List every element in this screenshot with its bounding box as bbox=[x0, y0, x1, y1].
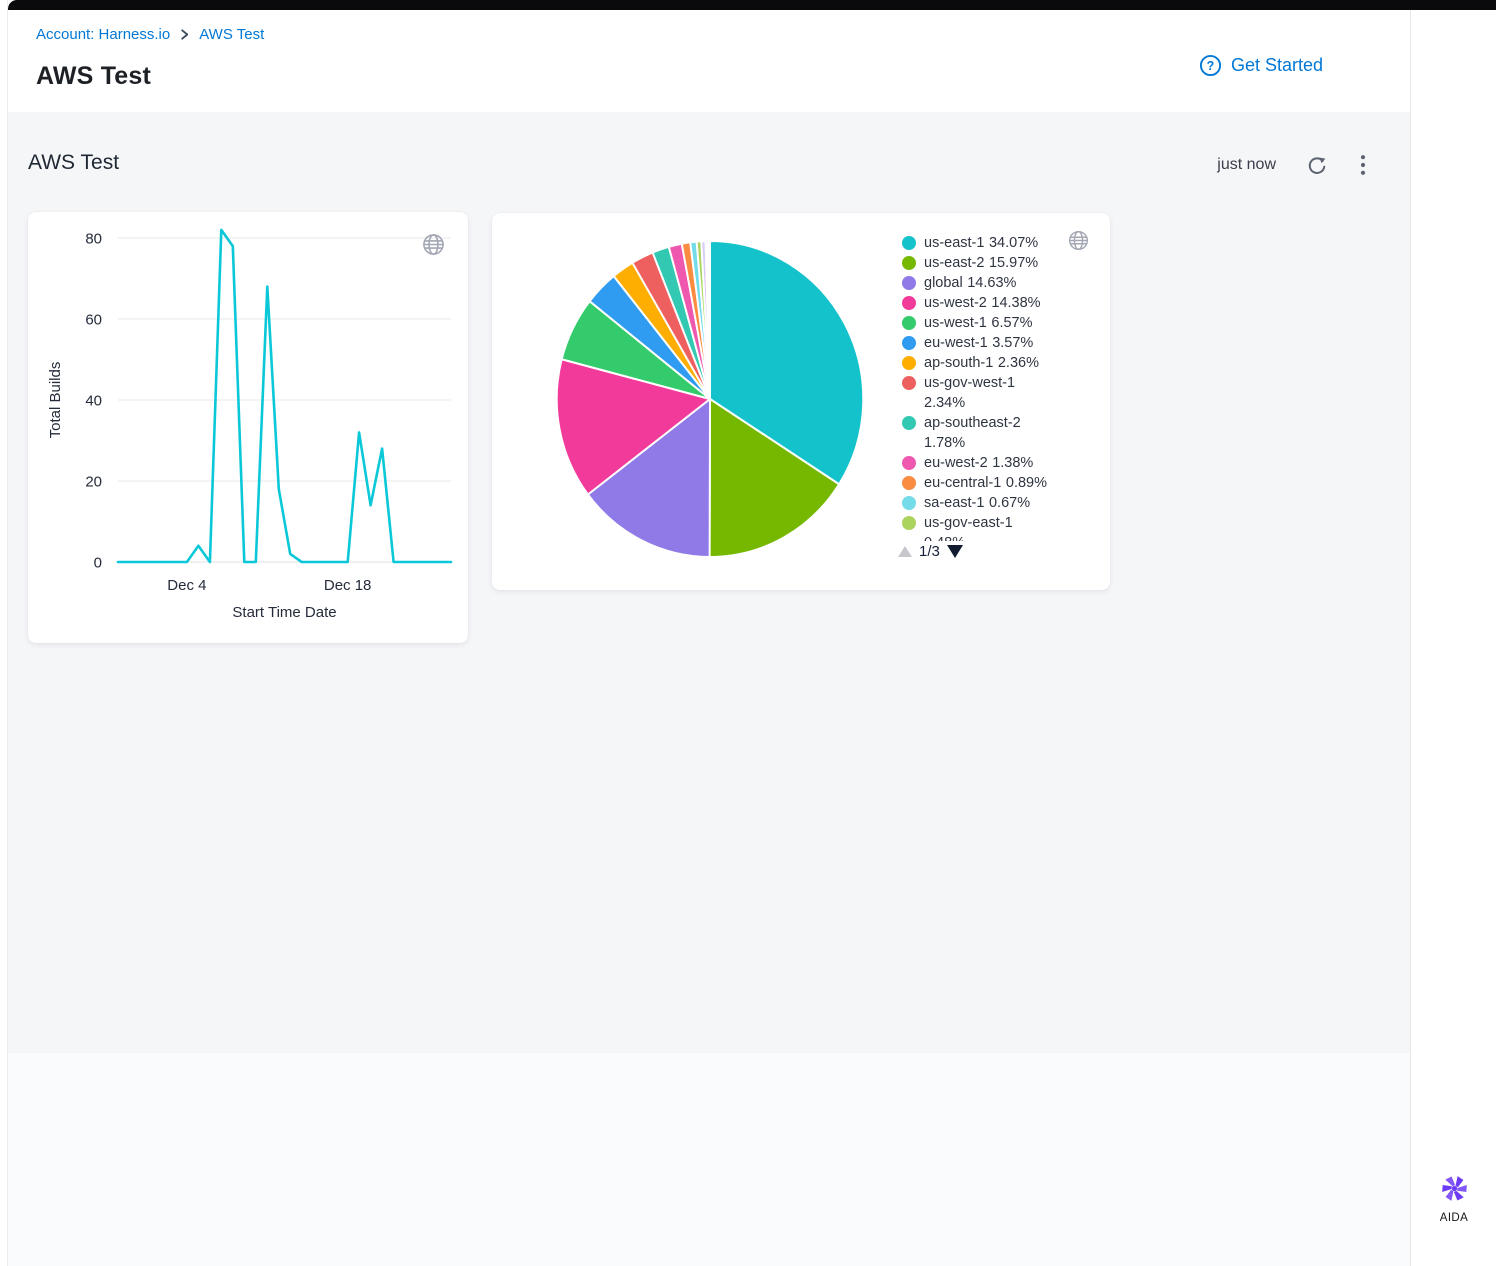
legend-swatch bbox=[902, 276, 916, 290]
pie-chart-card: us-east-1 34.07% us-east-2 15.97% global 1… bbox=[492, 213, 1110, 590]
dashboard-panel: AWS Test just now bbox=[8, 112, 1410, 1053]
legend-swatch bbox=[902, 336, 916, 350]
pie-slice[interactable] bbox=[586, 398, 711, 558]
aida-petal bbox=[1444, 1176, 1455, 1187]
y-tick-label: 80 bbox=[85, 231, 102, 248]
legend-label: ap-southeast-2 1.78% bbox=[924, 415, 1021, 451]
y-tick-label: 20 bbox=[85, 474, 102, 491]
legend-swatch bbox=[902, 376, 916, 390]
legend-label: us-west-2 14.38% bbox=[924, 295, 1041, 311]
legend-swatch bbox=[902, 236, 916, 250]
pie-slice[interactable] bbox=[555, 358, 711, 496]
legend-swatch bbox=[902, 256, 916, 270]
gridlines bbox=[118, 237, 451, 563]
window-top-bar bbox=[8, 0, 1496, 10]
legend-item[interactable]: us-east-1 34.07% bbox=[902, 233, 1054, 253]
total-builds-line bbox=[116, 228, 453, 564]
dashboard-title: AWS Test bbox=[28, 151, 120, 174]
y-axis-title: Total Builds bbox=[47, 362, 64, 439]
globe-icon bbox=[1067, 229, 1090, 257]
aida-label: AIDA bbox=[1439, 1212, 1469, 1224]
legend-item[interactable]: ap-southeast-2 1.78% bbox=[902, 413, 1054, 453]
legend-item[interactable]: us-gov-east-1 0.48% bbox=[902, 513, 1054, 541]
pie-slice[interactable] bbox=[704, 240, 711, 400]
legend-item[interactable]: us-east-2 15.97% bbox=[902, 253, 1054, 273]
legend-label: ap-south-1 2.36% bbox=[924, 355, 1039, 371]
x-axis-title: Start Time Date bbox=[232, 604, 336, 621]
pie-slice[interactable] bbox=[708, 398, 841, 559]
legend-swatch bbox=[902, 356, 916, 370]
legend-item[interactable]: us-west-1 6.57% bbox=[902, 313, 1054, 333]
refresh-icon bbox=[1306, 154, 1328, 176]
x-tick-label: Dec 4 bbox=[167, 577, 206, 594]
aida-petal bbox=[1453, 1190, 1464, 1201]
breadcrumb-chevron-icon bbox=[178, 28, 191, 41]
bottom-panel bbox=[8, 1053, 1410, 1266]
legend-item[interactable]: eu-west-2 1.38% bbox=[902, 453, 1054, 473]
legend-label: us-east-1 34.07% bbox=[924, 235, 1039, 251]
legend-item[interactable]: global 14.63% bbox=[902, 273, 1054, 293]
page-title: AWS Test bbox=[36, 62, 152, 90]
legend-item[interactable]: eu-central-1 0.89% bbox=[902, 473, 1054, 493]
total-builds-line-chart: 0 20 40 60 80 Dec 4 Dec 18 Start Time Date Total… bbox=[47, 228, 453, 621]
aida-widget[interactable]: AIDA bbox=[1425, 1174, 1483, 1224]
legend-item[interactable]: eu-west-1 3.57% bbox=[902, 333, 1054, 353]
refresh-timestamp: just now bbox=[1217, 156, 1276, 173]
y-tick-label: 60 bbox=[85, 312, 102, 329]
legend-label: us-gov-west-1 2.34% bbox=[924, 375, 1016, 411]
pie-legend: us-east-1 34.07% us-east-2 15.97% global 1… bbox=[902, 233, 1054, 541]
legend-pagination: 1/3 bbox=[898, 543, 963, 560]
pagination-page-label: 1/3 bbox=[919, 543, 940, 560]
legend-swatch bbox=[902, 496, 916, 510]
breadcrumb: Account: Harness.io AWS Test bbox=[36, 26, 264, 43]
y-tick-label: 40 bbox=[85, 393, 102, 410]
app-header: Account: Harness.io AWS Test AWS Test ? … bbox=[8, 10, 1410, 112]
right-sidebar: AIDA bbox=[1410, 10, 1496, 1266]
pagination-down-icon[interactable] bbox=[946, 545, 963, 558]
left-edge-strip bbox=[0, 0, 8, 1266]
breadcrumb-current-link[interactable]: AWS Test bbox=[199, 26, 265, 43]
legend-item[interactable]: sa-east-1 0.67% bbox=[902, 493, 1054, 513]
legend-swatch bbox=[902, 416, 916, 430]
x-tick-label: Dec 18 bbox=[324, 577, 372, 594]
aida-logo-icon bbox=[1440, 1174, 1469, 1203]
legend-item[interactable]: us-gov-west-1 2.34% bbox=[902, 373, 1054, 413]
legend-label: us-gov-east-1 0.48% bbox=[924, 515, 1013, 541]
question-icon: ? bbox=[1199, 54, 1222, 77]
refresh-button[interactable] bbox=[1304, 152, 1330, 178]
legend-swatch bbox=[902, 476, 916, 490]
legend-label: sa-east-1 0.67% bbox=[924, 495, 1031, 511]
pie-slices bbox=[555, 240, 865, 559]
get-started-link[interactable]: ? Get Started bbox=[1199, 54, 1323, 77]
aida-petal bbox=[1441, 1185, 1452, 1193]
legend-swatch bbox=[902, 316, 916, 330]
get-started-label: Get Started bbox=[1231, 55, 1324, 75]
globe-icon bbox=[421, 232, 446, 262]
legend-item[interactable]: us-west-2 14.38% bbox=[902, 293, 1054, 313]
line-chart-card: 0 20 40 60 80 Dec 4 Dec 18 Start Time Date Total… bbox=[28, 212, 468, 643]
legend-item[interactable]: ap-south-1 2.36% bbox=[902, 353, 1054, 373]
kebab-icon bbox=[1360, 154, 1366, 176]
aida-petal bbox=[1456, 1184, 1467, 1192]
pagination-up-icon[interactable] bbox=[898, 546, 912, 557]
legend-label: us-west-1 6.57% bbox=[924, 315, 1033, 331]
legend-swatch bbox=[902, 456, 916, 470]
aida-petal bbox=[1455, 1176, 1463, 1188]
aida-petal bbox=[1445, 1189, 1453, 1201]
legend-label: eu-west-1 3.57% bbox=[924, 335, 1034, 351]
legend-swatch bbox=[902, 296, 916, 310]
svg-text:?: ? bbox=[1207, 59, 1215, 73]
dashboard-controls: just now bbox=[1217, 152, 1368, 178]
y-tick-label: 0 bbox=[94, 555, 102, 572]
legend-label: eu-west-2 1.38% bbox=[924, 455, 1034, 471]
legend-label: us-east-2 15.97% bbox=[924, 255, 1039, 271]
legend-swatch bbox=[902, 516, 916, 530]
regions-pie-chart bbox=[555, 240, 865, 559]
breadcrumb-account-link[interactable]: Account: Harness.io bbox=[36, 26, 171, 43]
legend-label: eu-central-1 0.89% bbox=[924, 475, 1048, 491]
kebab-menu-button[interactable] bbox=[1358, 152, 1368, 178]
legend-label: global 14.63% bbox=[924, 275, 1017, 291]
